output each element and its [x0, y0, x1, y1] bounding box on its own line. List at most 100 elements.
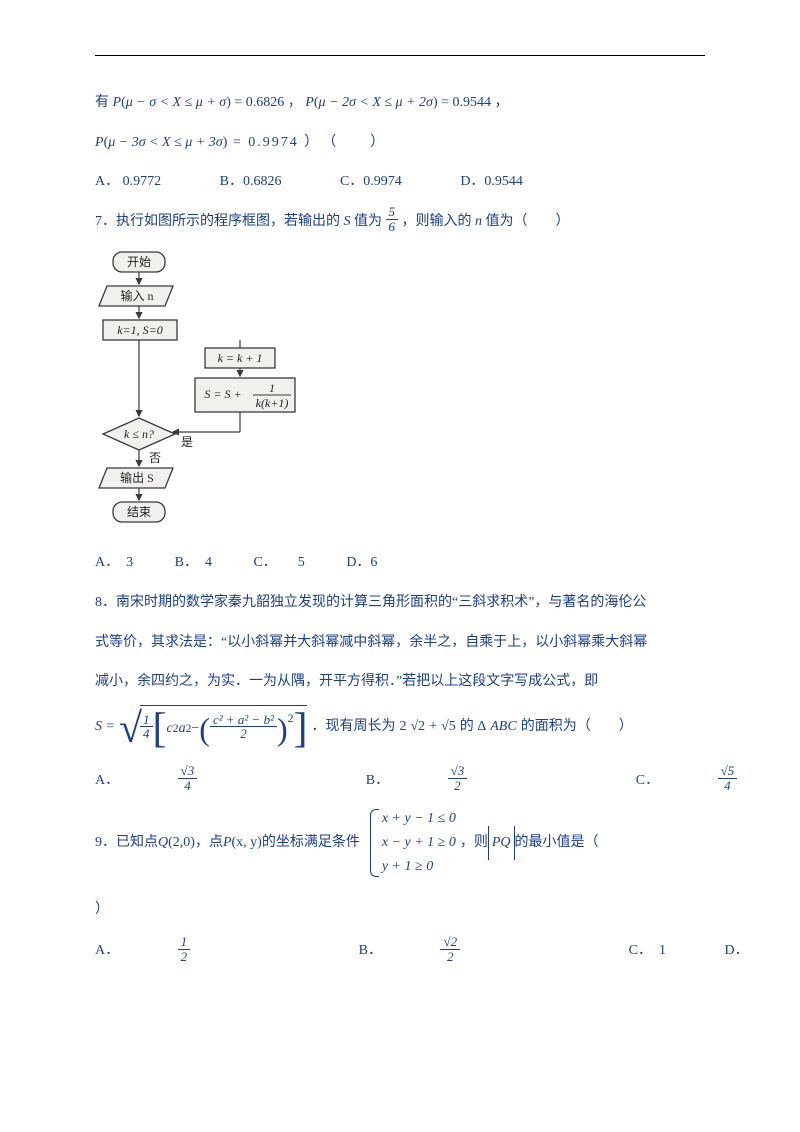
fc-upd-num: 1	[269, 381, 275, 395]
q8-plus: +	[429, 710, 437, 744]
q8-sqrt5: √5	[441, 710, 456, 744]
q7-text: 7．执行如图所示的程序框图，若输出的 S 值为 5 6 ，则输入的 n 值为（ …	[95, 205, 705, 239]
q7-opt-c: C． 5	[253, 546, 304, 580]
q9-b-den: 2	[440, 950, 460, 964]
q9-b-label: B．	[359, 934, 382, 968]
q9-d-label: D．	[724, 934, 748, 968]
q9-a-label: A．	[95, 934, 119, 968]
q9-Q: Q	[158, 826, 168, 860]
q8-sqrt2: √2	[410, 710, 425, 744]
q8-sqrt-body: 1 4 [ c2 a2 − ( c² + a² − b² 2 )2 ]	[140, 705, 307, 750]
fc-upd-den: k(k+1)	[256, 396, 289, 410]
q8-ABC: ABC	[490, 710, 516, 744]
flowchart-diagram: 开始 输入 n k=1, S=0 k = k + 1 S = S + 1 k(k…	[95, 248, 325, 528]
q8-a: a	[179, 712, 186, 746]
q6-opt-c: C．0.9974	[340, 165, 402, 199]
q8-outer-den: 4	[140, 727, 153, 741]
q8-S-eq: S =	[95, 710, 115, 744]
rbracket-icon: ]	[293, 708, 307, 750]
q9-PQ: PQ	[492, 835, 511, 850]
q6-e2-body: μ − 2σ < X ≤ μ + 2σ	[319, 95, 433, 110]
q9-opt-b: B． √22	[359, 934, 570, 968]
q9-mid2: 的坐标满足条件	[262, 826, 360, 860]
q9-pre: 9．已知点	[95, 826, 158, 860]
q7-post: ，则输入的	[402, 214, 476, 229]
q9-opt-a: A． 12	[95, 934, 300, 968]
q9-a-den: 2	[178, 950, 191, 964]
q7-frac-den: 6	[386, 220, 399, 234]
q9-P: P	[223, 826, 232, 860]
q8-b-den: 2	[448, 779, 468, 793]
q7-pre: 7．执行如图所示的程序框图，若输出的	[95, 214, 340, 229]
q6-e3-eq: = 0.9974 ） （ ）	[227, 135, 386, 150]
fc-upd-lhs: S = S +	[204, 387, 241, 401]
q6-e1-body: μ − σ < X ≤ μ + σ	[126, 95, 226, 110]
lbracket-icon: [	[153, 708, 167, 750]
fc-output: 输出 S	[120, 470, 154, 485]
q9-mid1: ，点	[195, 826, 223, 860]
q8-b-label: B．	[366, 764, 389, 798]
q8-formula-line: S = √ 1 4 [ c2 a2 − ( c² + a² − b² 2 )2 …	[95, 705, 705, 750]
content-body: 有 P(μ − σ < X ≤ μ + σ) = 0.6826 ， P(μ − …	[95, 86, 705, 968]
q8-outer-num: 1	[140, 713, 153, 728]
q7-n: n	[475, 214, 482, 229]
fc-inc: k = k + 1	[218, 351, 263, 365]
q8-post-tail: 的面积为（ ）	[521, 710, 633, 744]
q9-Pargs: (x, y)	[232, 826, 262, 860]
fc-cond: k ≤ n?	[124, 427, 154, 441]
q8-line3: 减小，余四约之，为实．一为从隅，开平方得积．”若把以上这段文字写成公式，即	[95, 665, 705, 699]
q6-e1-eq: = 0.6826 ，	[231, 95, 302, 110]
q6-e3-P: P	[95, 135, 104, 150]
q8-a-den: 4	[178, 779, 198, 793]
q9-options: A． 12 B． √22 C． 1 D． √2	[95, 934, 705, 968]
q8-line1: 8．南宋时期的数学家秦九韶独立发现的计算三角形面积的“三斜求积术”，与著名的海伦…	[95, 586, 705, 620]
q9-brace: x + y − 1 ≤ 0 x − y + 1 ≥ 0 y + 1 ≥ 0	[364, 807, 456, 878]
fc-start: 开始	[127, 255, 151, 269]
q8-line2: 式等价，其求法是：“以小斜幂并大斜幂减中斜幂，余半之，自乘于上，以小斜幂乘大斜幂	[95, 626, 705, 660]
q6-opt-a: A． 0.9772	[95, 165, 161, 199]
lparen-icon: (	[199, 713, 210, 745]
q8-post-mid: 的 Δ	[460, 710, 487, 744]
q9-a-num: 1	[178, 935, 191, 950]
q8-c-den: 4	[718, 779, 738, 793]
q9-opt-c: C． 1	[629, 934, 666, 968]
q8-opt-a: A． √34	[95, 764, 307, 798]
q9-opt-d: D． √2	[724, 934, 800, 968]
q6-e2-P: P	[305, 95, 314, 110]
fc-init: k=1, S=0	[117, 323, 163, 337]
q8-opt-b: B． √32	[366, 764, 577, 798]
q8-inner-frac: c² + a² − b² 2	[210, 713, 277, 741]
q8-inner-num: c² + a² − b²	[210, 713, 277, 728]
q9-b-num: √2	[440, 935, 460, 950]
fc-no: 否	[149, 451, 161, 465]
q6-options: A． 0.9772 B．0.6826 C．0.9974 D．0.9544	[95, 165, 705, 199]
q9-abs: PQ	[488, 826, 515, 860]
q8-options: A． √34 B． √32 C． √54 D． √52	[95, 764, 705, 798]
q9-post: ，则	[460, 826, 488, 860]
q7-S: S	[344, 214, 351, 229]
q8-sq: 2	[288, 705, 294, 733]
q9-line: 9．已知点 Q(2,0) ，点 P(x, y) 的坐标满足条件 x + y − …	[95, 807, 705, 878]
q7-frac: 5 6	[386, 205, 399, 233]
q8-a-label: A．	[95, 764, 119, 798]
q9-c3: y + 1 ≥ 0	[382, 855, 456, 879]
q7-opt-d: D．6	[346, 546, 377, 580]
q8-c-label: C．	[636, 764, 659, 798]
fc-input: 输入 n	[120, 288, 153, 303]
q7-opt-b: B． 4	[175, 546, 212, 580]
page: { "colors": { "text": "#1b3d8f", "rule":…	[0, 0, 800, 1132]
fc-end: 结束	[127, 505, 151, 519]
q8-minus: −	[191, 712, 199, 746]
q6-opt-b: B．0.6826	[220, 165, 282, 199]
q6-opt-d: D．0.9544	[460, 165, 523, 199]
q9-close: ）	[95, 893, 705, 927]
q9-c2: x − y + 1 ≥ 0	[382, 831, 456, 855]
q7-opt-a: A． 3	[95, 546, 133, 580]
q8-post-pre: ．现有周长为	[311, 710, 395, 744]
q8-a-num: √3	[178, 764, 198, 779]
q8-c-num: √5	[718, 764, 738, 779]
q8-outer-frac: 1 4	[140, 713, 153, 741]
q6-line1: 有 P(μ − σ < X ≤ μ + σ) = 0.6826 ， P(μ − …	[95, 86, 705, 120]
q8-inner-den: 2	[210, 727, 277, 741]
rparen-icon: )	[277, 713, 288, 745]
